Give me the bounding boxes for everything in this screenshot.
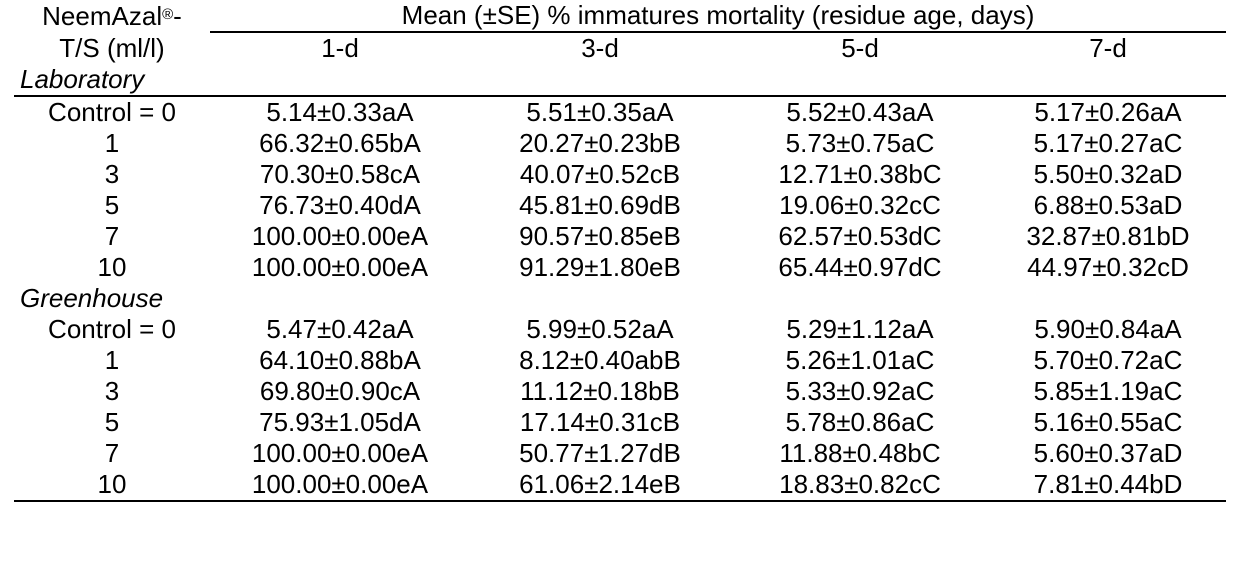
value-cell: 5.47±0.42aA: [266, 314, 414, 344]
value-cell: 5.50±0.32aD: [1033, 159, 1183, 189]
value-cell: 66.32±0.65bA: [259, 128, 421, 158]
column-header-3d: 3-d: [581, 33, 619, 63]
table-row: 3 69.80±0.90cA 11.12±0.18bB 5.33±0.92aC 5.85…: [14, 376, 1226, 407]
value-cell: 62.57±0.53dC: [778, 221, 942, 251]
table-row: 10 100.00±0.00eA 61.06±2.14eB 18.83±0.82cC 7…: [14, 469, 1227, 502]
value-cell: 75.93±1.05dA: [259, 407, 421, 437]
table-row: 7 100.00±0.00eA 90.57±0.85eB 62.57±0.53dC 32…: [14, 221, 1226, 252]
dose-cell: Control = 0: [48, 97, 176, 127]
dose-cell: 10: [14, 469, 210, 502]
value-cell: 20.27±0.23bB: [519, 128, 681, 158]
table-row: 3 70.30±0.58cA 40.07±0.52cB 12.71±0.38bC 5.5…: [14, 159, 1226, 190]
header-row-1: NeemAzal®- Mean (±SE) % immatures mortal…: [14, 0, 1227, 33]
value-cell: 19.06±0.32cC: [779, 190, 941, 220]
value-cell: 100.00±0.00eA: [210, 469, 470, 502]
value-cell: 40.07±0.52cB: [519, 159, 681, 189]
table-row: 5 75.93±1.05dA 17.14±0.31cB 5.78±0.86aC 5.16…: [14, 407, 1226, 438]
value-cell: 5.16±0.55aC: [1033, 407, 1183, 437]
mortality-table: NeemAzal®- Mean (±SE) % immatures mortal…: [14, 0, 1227, 502]
mortality-span-header: Mean (±SE) % immatures mortality (residu…: [210, 0, 1227, 33]
value-cell: 5.29±1.12aA: [786, 314, 934, 344]
dose-cell: 10: [97, 252, 127, 282]
value-cell: 65.44±0.97dC: [778, 252, 942, 282]
dose-cell: 3: [104, 159, 120, 189]
value-cell: 91.29±1.80eB: [519, 252, 681, 282]
value-cell: 100.00±0.00eA: [251, 221, 429, 251]
value-cell: 8.12±0.40abB: [519, 345, 681, 375]
header-row-2: T/S (ml/l) 1-d 3-d 5-d 7-d: [14, 32, 1226, 64]
table-row: 10 100.00±0.00eA 91.29±1.80eB 65.44±0.97dC 4…: [14, 252, 1226, 283]
column-header-5d: 5-d: [841, 33, 879, 63]
table-row: Control = 0 5.47±0.42aA 5.99±0.52aA 5.29±1.…: [14, 314, 1226, 345]
value-cell: 5.17±0.26aA: [1034, 97, 1182, 127]
dose-cell: 1: [104, 345, 120, 375]
value-cell: 5.78±0.86aC: [785, 407, 935, 437]
value-cell: 70.30±0.58cA: [259, 159, 421, 189]
value-cell: 6.88±0.53aD: [1033, 190, 1183, 220]
value-cell: 100.00±0.00eA: [251, 252, 429, 282]
value-cell: 5.60±0.37aD: [1033, 438, 1183, 468]
value-cell: 5.70±0.72aC: [1033, 345, 1183, 375]
value-cell: 5.99±0.52aA: [526, 314, 674, 344]
value-cell: 50.77±1.27dB: [519, 438, 681, 468]
column-header-7d: 7-d: [1089, 33, 1127, 63]
value-cell: 18.83±0.82cC: [730, 469, 990, 502]
value-cell: 69.80±0.90cA: [259, 376, 421, 406]
value-cell: 61.06±2.14eB: [470, 469, 730, 502]
column-header-1d: 1-d: [321, 33, 359, 63]
dose-cell: 3: [104, 376, 120, 406]
value-cell: 5.85±1.19aC: [1033, 376, 1183, 406]
table-header: NeemAzal®- Mean (±SE) % immatures mortal…: [14, 0, 1227, 64]
table-row: 7 100.00±0.00eA 50.77±1.27dB 11.88±0.48bC 5.…: [14, 438, 1226, 469]
value-cell: 5.73±0.75aC: [785, 128, 935, 158]
value-cell: 12.71±0.38bC: [778, 159, 942, 189]
value-cell: 5.33±0.92aC: [785, 376, 935, 406]
section-title: Laboratory: [14, 64, 1227, 97]
value-cell: 11.88±0.48bC: [779, 438, 941, 468]
value-cell: 76.73±0.40dA: [259, 190, 421, 220]
value-cell: 5.14±0.33aA: [266, 97, 414, 127]
dose-cell: Control = 0: [48, 314, 176, 344]
treatment-header: NeemAzal®-: [42, 0, 182, 31]
dose-cell: 1: [104, 128, 120, 158]
value-cell: 11.12±0.18bB: [520, 376, 680, 406]
value-cell: 5.17±0.27aC: [1033, 128, 1183, 158]
table-row: 5 76.73±0.40dA 45.81±0.69dB 19.06±0.32cC 6.8…: [14, 190, 1226, 221]
value-cell: 17.14±0.31cB: [519, 407, 681, 437]
value-cell: 100.00±0.00eA: [251, 438, 429, 468]
value-cell: 5.52±0.43aA: [786, 97, 934, 127]
section-row: Laboratory: [14, 64, 1227, 97]
section-title: Greenhouse: [20, 283, 164, 313]
dose-unit-header: T/S (ml/l): [59, 32, 165, 63]
value-cell: 5.51±0.35aA: [526, 97, 674, 127]
dose-cell: 5: [104, 190, 120, 220]
table-row: 1 64.10±0.88bA 8.12±0.40abB 5.26±1.01aC 5.70…: [14, 345, 1226, 376]
section-row: Greenhouse: [14, 283, 1226, 314]
value-cell: 64.10±0.88bA: [259, 345, 421, 375]
value-cell: 7.81±0.44bD: [990, 469, 1227, 502]
table-row: Control = 0 5.14±0.33aA 5.51±0.35aA 5.52±0.…: [14, 96, 1226, 128]
value-cell: 32.87±0.81bD: [1026, 221, 1190, 251]
dose-cell: 7: [104, 221, 120, 251]
value-cell: 44.97±0.32cD: [1027, 252, 1189, 282]
value-cell: 5.26±1.01aC: [785, 345, 935, 375]
table-body: Laboratory Control = 0 5.14±0.33aA 5.51±0.3…: [14, 64, 1227, 502]
table-row: 1 66.32±0.65bA 20.27±0.23bB 5.73±0.75aC 5.17…: [14, 128, 1226, 159]
value-cell: 90.57±0.85eB: [519, 221, 681, 251]
value-cell: 5.90±0.84aA: [1034, 314, 1182, 344]
dose-cell: 5: [104, 407, 120, 437]
registered-mark: ®: [162, 5, 174, 23]
dose-cell: 7: [104, 438, 120, 468]
value-cell: 45.81±0.69dB: [519, 190, 681, 220]
